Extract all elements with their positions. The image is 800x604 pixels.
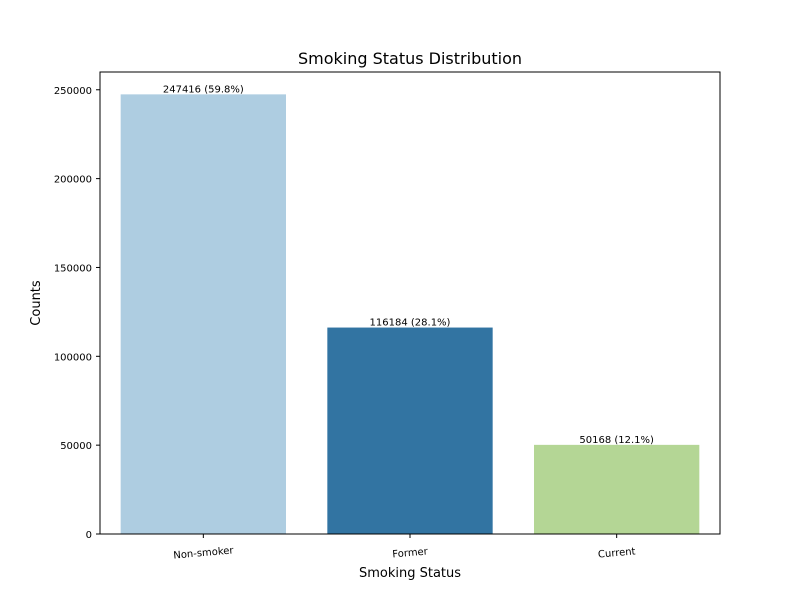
data-label: 50168 (12.1%) — [579, 435, 654, 446]
y-tick-label: 50000 — [60, 441, 92, 452]
chart-title: Smoking Status Distribution — [298, 49, 522, 68]
bar-former — [327, 327, 493, 534]
y-tick-label: 250000 — [54, 86, 92, 97]
y-axis: 0 50000 100000 150000 200000 250000 — [54, 86, 100, 541]
x-tick-label: Current — [598, 546, 636, 560]
bar-current — [534, 444, 700, 534]
y-tick-label: 100000 — [54, 352, 92, 363]
bars-layer — [120, 94, 700, 534]
y-tick-label: 200000 — [54, 175, 92, 186]
y-axis-label: Counts — [29, 280, 44, 326]
bar-non-smoker — [120, 94, 287, 534]
data-label: 116184 (28.1%) — [370, 318, 451, 329]
x-tick-label: Former — [392, 546, 429, 560]
x-axis: Non-smoker Former Current — [173, 534, 636, 562]
y-tick-label: 150000 — [54, 263, 92, 274]
data-labels-layer: 247416 (59.8%) 116184 (28.1%) 50168 (12.1%… — [163, 84, 654, 445]
x-tick-label: Non-smoker — [173, 545, 235, 561]
data-label: 247416 (59.8%) — [163, 84, 244, 95]
x-axis-label: Smoking Status — [359, 566, 461, 581]
y-tick-label: 0 — [86, 530, 92, 541]
